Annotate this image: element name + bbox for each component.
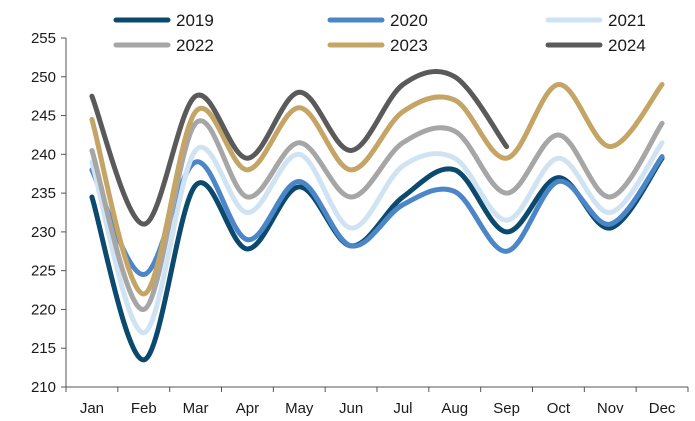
x-tick-label: Nov [597, 400, 624, 417]
x-tick-label: Feb [131, 400, 157, 417]
x-tick-label: Sep [493, 400, 520, 417]
y-tick-label: 245 [31, 108, 56, 125]
x-tick-label: Jun [339, 400, 363, 417]
x-tick-label: Aug [441, 400, 468, 417]
x-tick-label: Jul [393, 400, 412, 417]
y-tick-label: 255 [31, 30, 56, 47]
series-line-2021 [89, 140, 665, 336]
y-tick-label: 225 [31, 263, 56, 280]
y-tick-label: 230 [31, 224, 56, 241]
series-line-2024 [89, 68, 510, 227]
x-tick-label: May [285, 400, 314, 417]
x-tick-label: Mar [183, 400, 209, 417]
legend-label: 2020 [390, 11, 428, 30]
y-tick-label: 210 [31, 379, 56, 396]
y-tick-label: 240 [31, 146, 56, 163]
y-tick-label: 235 [31, 185, 56, 202]
legend-label: 2019 [176, 11, 214, 30]
legend-label: 2022 [176, 36, 214, 55]
y-tick-label: 250 [31, 69, 56, 86]
x-tick-label: Oct [547, 400, 571, 417]
legend-label: 2023 [390, 36, 428, 55]
series-lines [89, 68, 665, 363]
x-tick-label: Jan [80, 400, 104, 417]
series-line-2023 [89, 82, 665, 297]
legend-label: 2021 [608, 11, 646, 30]
y-tick-label: 220 [31, 301, 56, 318]
y-axis-ticks: 210 215 220 225 230 235 240 245 250 255 [31, 30, 66, 396]
x-axis-ticks: Jan Feb Mar Apr May Jun Jul Aug Sep Oct Nov Dec [65, 387, 689, 417]
legend: 2019 2020 2021 2022 2023 2024 [113, 11, 646, 55]
x-tick-label: Apr [236, 400, 259, 417]
y-tick-label: 215 [31, 340, 56, 357]
legend-label: 2024 [608, 36, 646, 55]
chart-axes: 210 215 220 225 230 235 240 245 250 255 Jan Feb Mar… [31, 30, 689, 417]
x-tick-label: Dec [649, 400, 676, 417]
